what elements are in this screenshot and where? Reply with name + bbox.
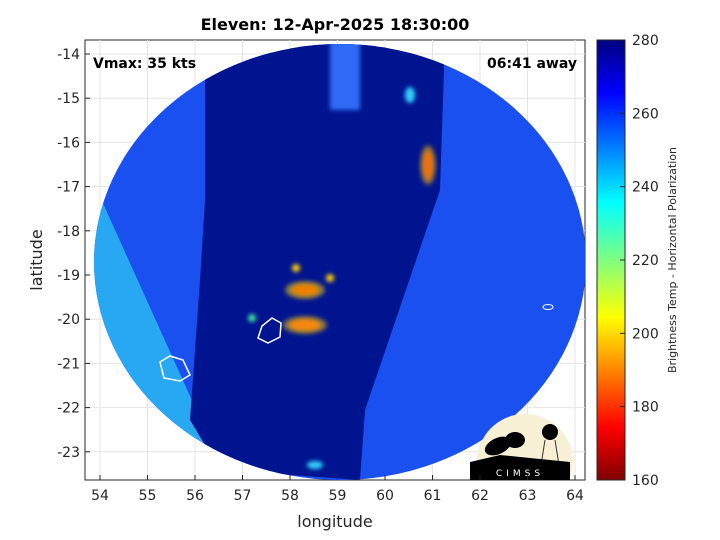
y-tick-label: -17: [57, 180, 80, 196]
x-axis-ticks: 54 55 56 57 58 59 60 61 62 63 64: [91, 475, 584, 504]
colorbar-tick-label: 180: [632, 400, 659, 416]
logo-text: CIMSS: [496, 469, 544, 479]
y-tick-label: -22: [57, 401, 80, 417]
y-tick-label: -21: [57, 356, 80, 372]
colorbar-label: Brightness Temp - Horizontal Polarizatio…: [666, 147, 679, 373]
x-tick-label: 57: [234, 488, 252, 504]
y-axis-ticks: -14 -15 -16 -17 -18 -19 -20 -21 -22 -23: [57, 47, 90, 461]
cimss-logo: CIMSS: [470, 414, 573, 480]
x-tick-label: 62: [471, 488, 489, 504]
y-axis-label: latitude: [27, 229, 46, 290]
colorbar-tick-label: 280: [632, 33, 659, 49]
colorbar-tick-label: 260: [632, 106, 659, 122]
plot-title: Eleven: 12-Apr-2025 18:30:00: [201, 15, 470, 34]
y-tick-label: -14: [57, 47, 80, 63]
x-tick-label: 61: [424, 488, 442, 504]
y-tick-label: -18: [57, 224, 80, 240]
colorbar-ticks: 280 260 240 220 200 180 160: [620, 33, 659, 489]
x-axis-label: longitude: [297, 512, 372, 531]
x-tick-label: 60: [376, 488, 394, 504]
y-tick-label: -19: [57, 268, 80, 284]
x-tick-label: 58: [281, 488, 299, 504]
y-tick-label: -15: [57, 91, 80, 107]
x-tick-label: 54: [91, 488, 109, 504]
contour: [159, 355, 191, 382]
brightness-temp-image: [94, 44, 585, 480]
vmax-annotation: Vmax: 35 kts: [93, 56, 196, 72]
dark-swath: [190, 44, 445, 480]
x-tick-label: 56: [186, 488, 204, 504]
contour: [257, 317, 282, 344]
colorbar-tick-label: 240: [632, 180, 659, 196]
x-tick-label: 55: [139, 488, 157, 504]
y-tick-label: -23: [57, 445, 80, 461]
colorbar-tick-label: 160: [632, 473, 659, 489]
y-tick-label: -16: [57, 135, 80, 151]
x-tick-label: 64: [566, 488, 584, 504]
x-tick-label: 63: [519, 488, 537, 504]
time-away-annotation: 06:41 away: [487, 56, 577, 72]
colorbar-tick-label: 200: [632, 326, 659, 342]
x-tick-label: 59: [329, 488, 347, 504]
colorbar-tick-label: 220: [632, 253, 659, 269]
y-tick-label: -20: [57, 312, 80, 328]
